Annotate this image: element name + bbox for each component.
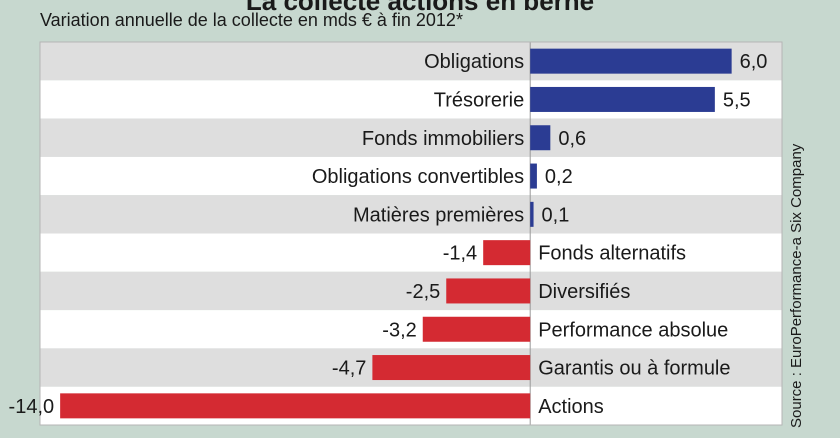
value-label: 6,0 [740,51,768,73]
row-background [40,156,782,196]
value-label: -14,0 [9,396,55,418]
category-label: Fonds immobiliers [362,128,524,150]
bar [530,125,551,151]
bar [530,163,537,189]
category-label: Actions [538,396,604,418]
row-background [40,233,782,272]
category-label: Trésorerie [434,89,524,111]
row-background [40,271,782,311]
chart-title: La collecte actions en berne [245,0,595,16]
row-background [40,195,782,234]
category-label: Diversifiés [538,281,630,303]
category-label: Obligations convertibles [312,166,524,188]
category-label: Garantis ou à formule [538,358,730,380]
plot-frame [39,41,783,426]
row-background [40,118,782,157]
bar [60,393,531,419]
chart-subtitle: Variation annuelle de la collecte en mds… [40,10,463,30]
bar [483,240,531,266]
value-label: 0,6 [558,128,586,150]
category-label: Fonds alternatifs [538,243,686,265]
bar [530,201,534,227]
value-label: -4,7 [332,358,366,380]
category-label: Performance absolue [538,319,728,341]
value-label: 5,5 [723,89,751,111]
value-label: 0,2 [545,166,573,188]
bar [446,278,531,304]
value-label: 0,1 [542,204,570,226]
row-background [40,310,782,349]
bar [372,355,531,381]
bar [422,316,531,342]
bar [530,86,715,112]
value-label: -1,4 [443,243,477,265]
category-label: Matières premières [353,204,524,226]
bar [530,48,732,74]
value-label: -2,5 [406,281,440,303]
value-label: -3,2 [382,319,416,341]
category-label: Obligations [424,51,524,73]
